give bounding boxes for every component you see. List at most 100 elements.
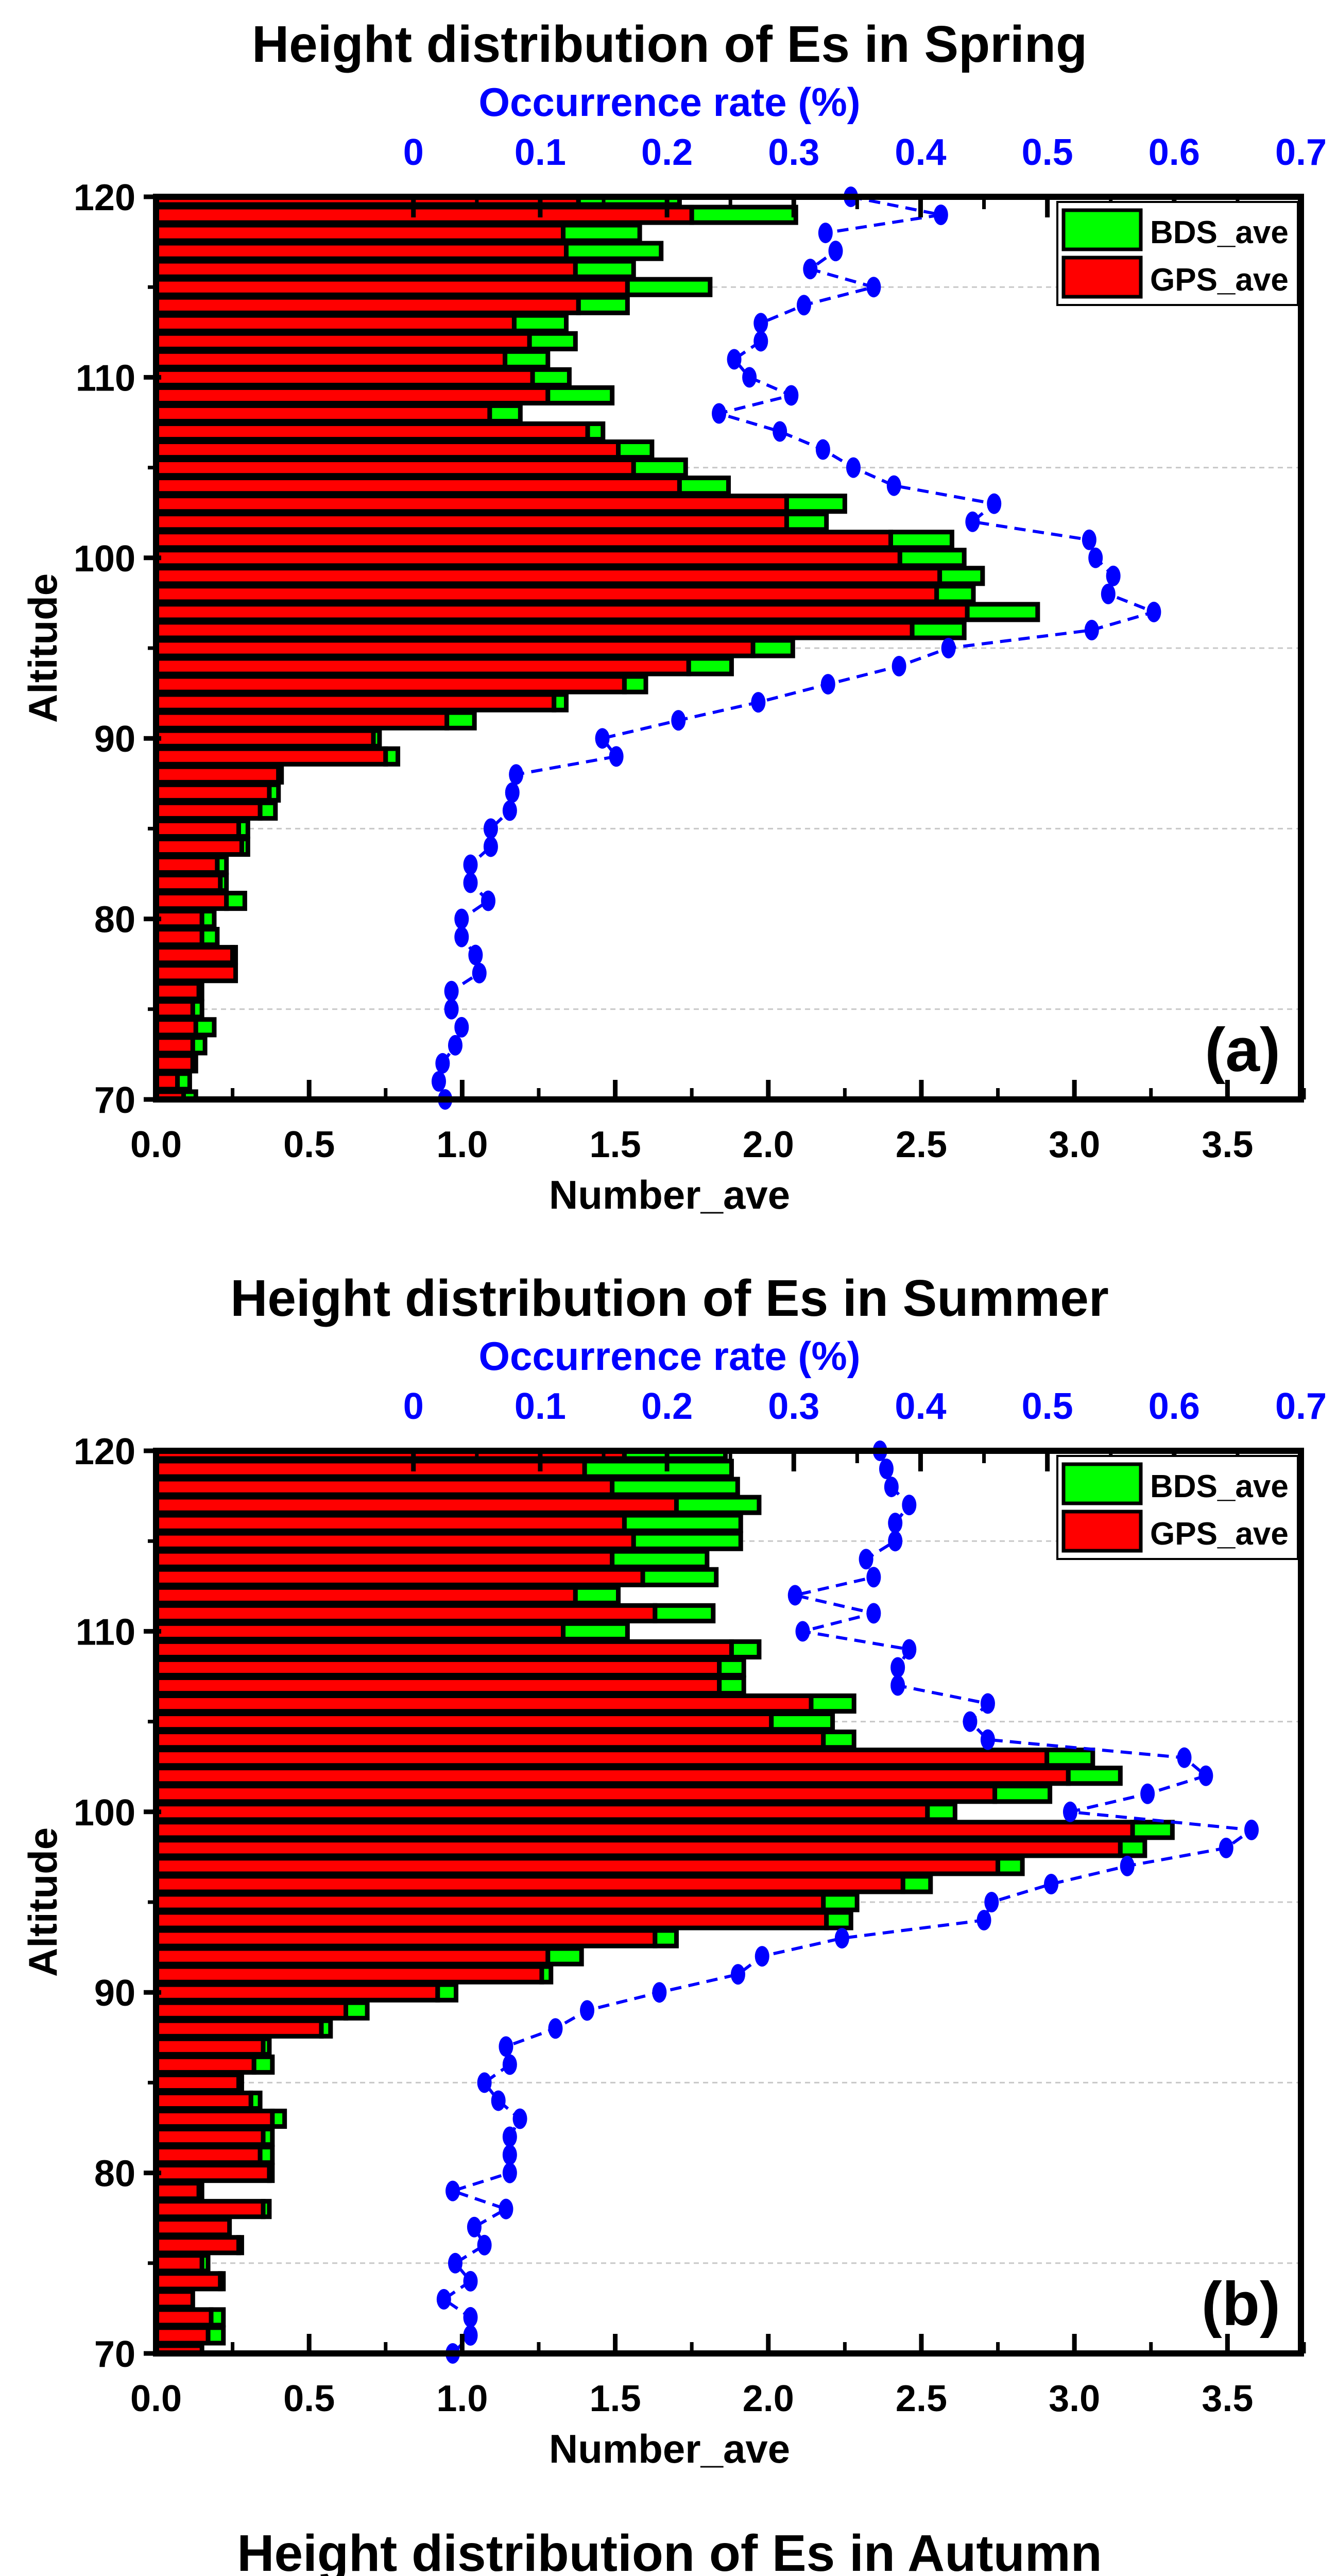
top-axis-label: Occurrence rate (%) (478, 79, 860, 125)
top-tick-label: 0.2 (641, 1386, 693, 1427)
top-tick-label: 0 (403, 132, 424, 173)
bar-gps (153, 836, 244, 857)
occurrence-point (1106, 565, 1121, 586)
bar-gps (153, 2126, 266, 2147)
bar-bds (236, 2235, 244, 2256)
bar-gps (153, 2163, 272, 2183)
bar-gps (153, 295, 581, 315)
bar-gps (153, 1477, 615, 1497)
x-tick-label: 0.5 (283, 2378, 335, 2419)
bar-bds (821, 1730, 856, 1750)
bar-bds (640, 1567, 719, 1587)
x-tick-label: 0.5 (283, 1124, 335, 1165)
bar-bds (199, 909, 217, 929)
bar-bds (965, 602, 1040, 622)
bar-bds (190, 1035, 208, 1056)
bar-gps (153, 854, 220, 875)
y-tick-label: 100 (74, 538, 135, 580)
bar-gps (153, 277, 630, 297)
occurrence-point (502, 800, 517, 821)
bar-bds (224, 890, 247, 911)
occurrence-point (751, 692, 766, 713)
bar-gps (153, 205, 694, 225)
occurrence-point (505, 782, 520, 803)
x-tick-label: 1.5 (590, 1124, 641, 1165)
y-tick-label: 100 (74, 1792, 135, 1834)
bar-bds (258, 800, 278, 821)
bar-bds (610, 1549, 710, 1569)
occurrence-point (652, 1982, 667, 2003)
bar-bds (267, 782, 281, 803)
bar-gps (153, 927, 204, 947)
occurrence-point (859, 1549, 873, 1570)
occurrence-point (795, 1621, 810, 1642)
occurrence-point (1088, 547, 1103, 568)
bar-gps (153, 2036, 266, 2057)
bar-gps (153, 1513, 627, 1533)
bar-bds (653, 1928, 679, 1948)
occurrence-point (491, 2090, 506, 2111)
bar-gps (153, 1071, 180, 1092)
bar-bds (239, 836, 250, 857)
bar-gps (153, 746, 388, 767)
bar-gps (153, 1693, 814, 1714)
occurrence-point (1244, 1819, 1259, 1840)
bar-bds (487, 403, 523, 424)
bar-gps (153, 782, 272, 803)
bar-gps (153, 1766, 1071, 1786)
bar-bds (897, 548, 967, 568)
bar-bds (573, 1585, 621, 1605)
bar-gps (153, 457, 636, 478)
x-tick-label: 3.5 (1202, 1124, 1253, 1165)
bar-gps (153, 476, 682, 496)
bar-bds (209, 2307, 226, 2328)
occurrence-point (742, 367, 757, 388)
bar-gps (153, 1856, 1001, 1876)
bar-bds (622, 1513, 743, 1533)
occurrence-point (483, 818, 498, 839)
bar-bds (631, 1531, 743, 1551)
bar-bds (503, 349, 551, 369)
bar-gps (153, 439, 621, 460)
occurrence-point (580, 2000, 595, 2021)
occurrence-point (502, 2054, 517, 2075)
bar-bds (276, 764, 284, 785)
bar-gps (153, 800, 263, 821)
bar-gps (153, 710, 450, 731)
bar-gps (153, 1784, 998, 1804)
bar-gps (153, 602, 970, 622)
bar-bds (561, 223, 642, 243)
panel-label: (b) (1202, 2269, 1280, 2338)
bar-bds (784, 512, 829, 532)
occurrence-point (1062, 1801, 1077, 1822)
occurrence-point (796, 295, 811, 316)
occurrence-point (753, 331, 768, 352)
x-tick-label: 0.0 (130, 1124, 182, 1165)
occurrence-point (902, 1639, 917, 1660)
occurrence-point (477, 2234, 492, 2256)
occurrence-point (890, 1675, 905, 1696)
legend-swatch-bds (1061, 208, 1143, 251)
bar-gps (153, 1711, 774, 1732)
bar-gps (153, 259, 578, 279)
occurrence-point (1120, 1855, 1135, 1876)
bar-bds (561, 1621, 630, 1641)
bar-gps (153, 2090, 253, 2111)
bar-gps (153, 2307, 214, 2328)
bar-gps (153, 331, 532, 351)
occurrence-point (1177, 1747, 1192, 1768)
legend-swatch-gps (1061, 1510, 1143, 1553)
bar-gps (153, 421, 590, 442)
top-tick-label: 0.3 (768, 1386, 819, 1427)
legend-swatch-gps (1061, 256, 1143, 299)
bar-gps (153, 512, 789, 532)
occurrence-point (828, 241, 843, 262)
bar-gps (153, 1838, 1123, 1858)
occurrence-point (1140, 1783, 1155, 1804)
y-tick-label: 90 (94, 719, 135, 760)
bar-bds (937, 566, 985, 586)
bar-gps (153, 223, 566, 243)
bar-bds (582, 1459, 734, 1479)
bar-gps (153, 2289, 195, 2310)
